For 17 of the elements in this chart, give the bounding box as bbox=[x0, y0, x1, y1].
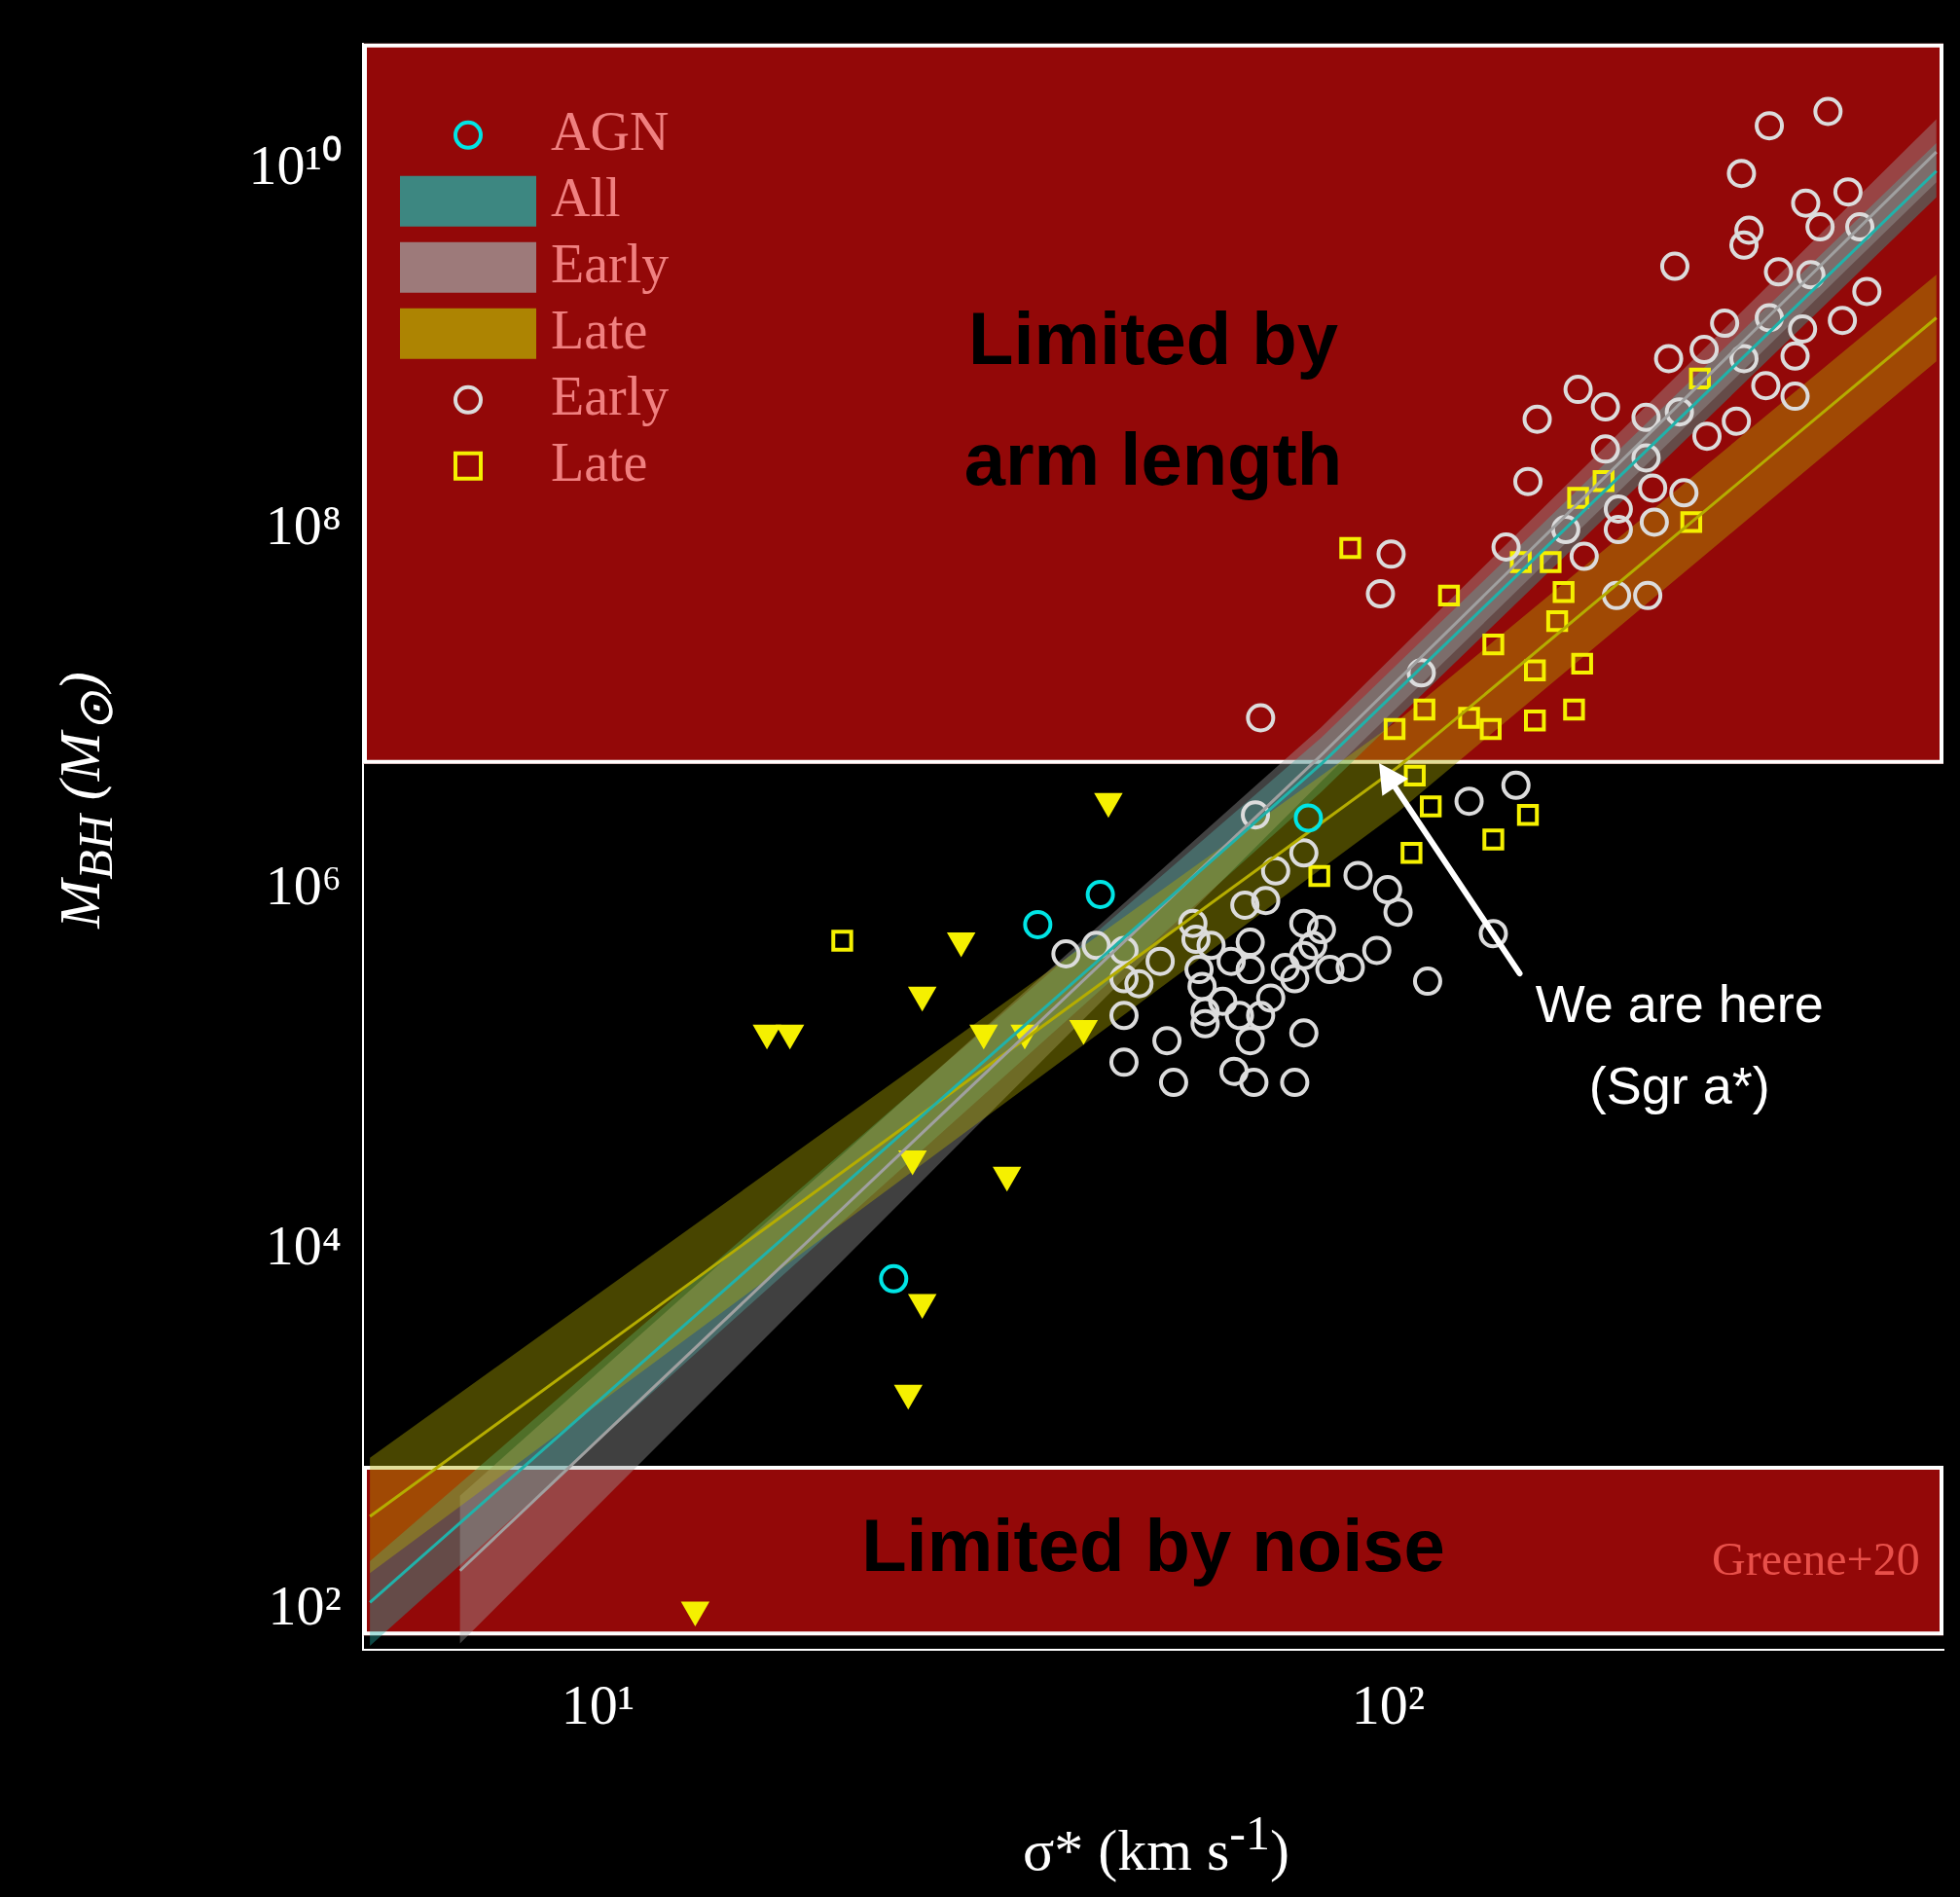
annotation: Greene+20 bbox=[1712, 1533, 1920, 1586]
legend-label: All bbox=[551, 166, 621, 228]
x-axis-title: σ* (km s$^{-1}$) bbox=[1023, 1805, 1289, 1884]
legend-label: AGN bbox=[551, 100, 670, 162]
y-tick-label: 10⁶ bbox=[265, 854, 342, 918]
legend-label: Early bbox=[551, 233, 670, 294]
band-label: Limited by noise bbox=[861, 1504, 1445, 1587]
legend-label: Late bbox=[551, 431, 648, 492]
band-label: Limited by arm length bbox=[963, 296, 1343, 500]
legend-label: Early bbox=[551, 365, 670, 426]
y-tick-label: 10¹⁰ bbox=[248, 133, 342, 198]
annotation: We are here (Sgr a*) bbox=[1535, 973, 1824, 1114]
y-tick-label: 10⁴ bbox=[265, 1214, 342, 1278]
y-tick-label: 10⁸ bbox=[265, 493, 342, 558]
y-tick-label: 10² bbox=[268, 1574, 342, 1638]
legend-label: Late bbox=[551, 299, 648, 360]
x-tick-label: 10¹ bbox=[561, 1673, 635, 1737]
